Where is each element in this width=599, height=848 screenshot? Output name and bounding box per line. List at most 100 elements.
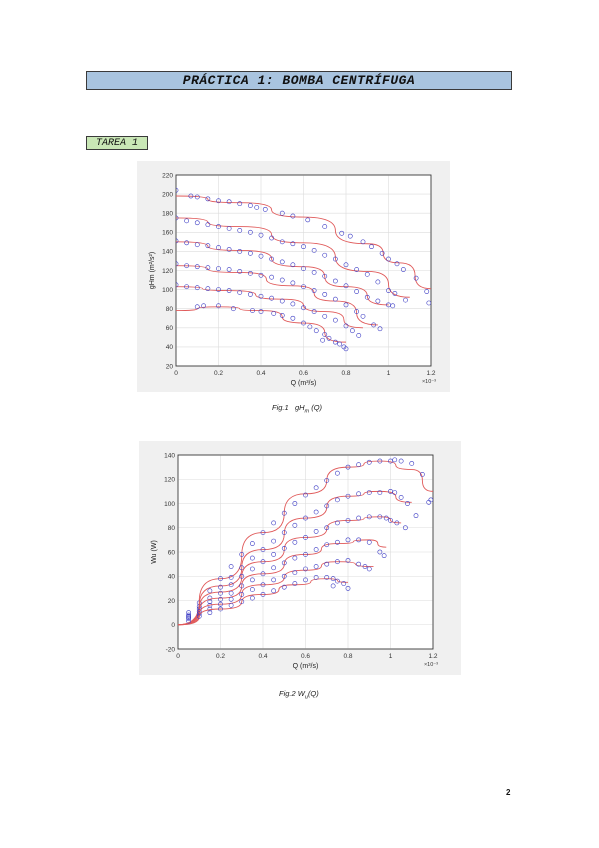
chart2-data-point — [324, 542, 330, 548]
chart1-data-layer — [176, 187, 431, 352]
chart2-data-point — [249, 566, 255, 572]
chart1-data-point — [230, 306, 236, 312]
chart1-xtick-label: 1 — [387, 370, 391, 377]
chart1-data-point — [184, 284, 190, 290]
chart1-ytick-label: 60 — [166, 325, 174, 332]
chart2-data-point — [207, 595, 213, 601]
chart2-data-point — [239, 565, 245, 571]
chart2-data-point — [303, 552, 308, 557]
chart2-data-point — [324, 575, 330, 580]
chart1-data-point — [424, 289, 430, 294]
chart1-data-point — [216, 303, 221, 309]
chart2-data-point — [218, 596, 223, 602]
chart2-data-point — [218, 590, 223, 596]
page-title-bar: PRÁCTICA 1: BOMBA CENTRÍFUGA — [86, 71, 512, 90]
chart2-data-point — [271, 565, 277, 571]
chart2-data-point — [292, 581, 298, 586]
chart1-data-point — [250, 308, 255, 314]
chart1-data-point — [301, 284, 306, 290]
chart2-data-point — [330, 583, 336, 589]
chart2-data-point — [398, 458, 404, 464]
chart1-data-point — [205, 265, 211, 271]
chart2-data-point — [260, 530, 266, 535]
chart1-data-point — [258, 272, 264, 278]
chart1-data-point — [343, 283, 349, 289]
chart2-data-point — [186, 616, 192, 622]
chart1-data-point — [194, 220, 200, 226]
chart1-ytick-label: 160 — [162, 230, 173, 237]
chart1-ytick-label: 220 — [162, 172, 173, 179]
chart2-data-point — [303, 566, 308, 572]
chart2-ylabel: Wu (W) — [151, 540, 158, 564]
chart1-data-point — [279, 298, 285, 304]
chart2-data-point — [394, 520, 400, 526]
chart2-data-point — [281, 510, 287, 516]
chart1-data-point — [216, 224, 221, 229]
chart1-data-point — [258, 232, 264, 238]
chart1-data-point — [279, 210, 285, 216]
chart1-data-point — [279, 239, 285, 245]
chart2-data-point — [356, 537, 362, 543]
chart1-fit-curve-0 — [176, 195, 431, 290]
chart1-data-point — [290, 262, 296, 268]
chart1-data-point — [216, 287, 221, 293]
chart1-data-point — [176, 282, 179, 288]
chart1-data-point — [375, 279, 381, 285]
chart1-data-point — [247, 250, 253, 256]
chart1-data-point — [237, 227, 243, 233]
chart2-data-point — [260, 592, 266, 597]
chart1-data-point — [339, 230, 345, 236]
chart1-xtick-label: 0.2 — [214, 370, 223, 377]
chart2-xtick-label: 1.2 — [428, 653, 437, 660]
chart2-x-multiplier: ×10⁻³ — [424, 662, 438, 668]
chart1-data-point — [176, 261, 179, 267]
chart2-data-point — [292, 522, 298, 528]
page-number: 2 — [506, 788, 511, 797]
chart1-data-point — [237, 269, 243, 274]
chart1-data-point — [216, 266, 221, 271]
chart1-data-point — [322, 291, 328, 297]
chart1-data-point — [356, 333, 362, 338]
chart2-data-point — [249, 587, 255, 592]
chart1-data-point — [347, 233, 353, 239]
chart1-data-point — [247, 229, 253, 235]
chart2-data-point — [228, 575, 234, 580]
chart1-data-point — [311, 270, 317, 275]
chart1-ytick-label: 140 — [162, 249, 173, 256]
chart2-data-point — [402, 525, 408, 531]
chart2-xtick-label: 0.6 — [301, 653, 310, 660]
chart1-ytick-label: 80 — [166, 306, 174, 313]
chart1-data-point — [386, 288, 391, 293]
chart2-data-point — [356, 561, 362, 567]
chart1-ytick-label: 20 — [166, 363, 174, 370]
chart2-data-point — [426, 499, 432, 505]
chart2-data-point — [313, 575, 319, 580]
chart2-data-point — [239, 583, 245, 589]
chart2-data-point — [281, 560, 287, 566]
chart2-data-point — [249, 595, 255, 601]
chart2-xlabel: Q (m³/s) — [293, 663, 319, 670]
chart2-data-point — [334, 520, 340, 526]
figure-1-caption-prefix: Fig.1 — [272, 403, 289, 412]
chart2-data-point — [398, 495, 404, 500]
chart1-data-point — [322, 313, 328, 319]
chart1-data-point — [403, 297, 408, 303]
chart2-data-point — [324, 503, 330, 509]
chart2-fit-curve-2 — [178, 516, 402, 626]
chart2-data-point — [334, 497, 340, 503]
chart1-data-point — [247, 270, 253, 276]
chart1-data-point — [354, 289, 360, 294]
chart1-data-point — [311, 288, 317, 293]
chart1-x-multiplier: ×10⁻³ — [422, 379, 436, 385]
chart1-data-point — [194, 304, 200, 310]
chart2-data-point — [260, 571, 266, 577]
task-label-box: TAREA 1 — [86, 136, 148, 150]
chart1-xtick-label: 1.2 — [426, 370, 435, 377]
chart1-data-point — [237, 201, 243, 207]
chart1-data-point — [377, 326, 383, 332]
chart2-data-point — [366, 539, 372, 545]
chart2-data-point — [334, 539, 340, 545]
figure-2-caption-prefix: Fig.2 — [279, 689, 296, 698]
chart2-data-point — [356, 515, 362, 521]
chart1-data-point — [322, 252, 328, 258]
